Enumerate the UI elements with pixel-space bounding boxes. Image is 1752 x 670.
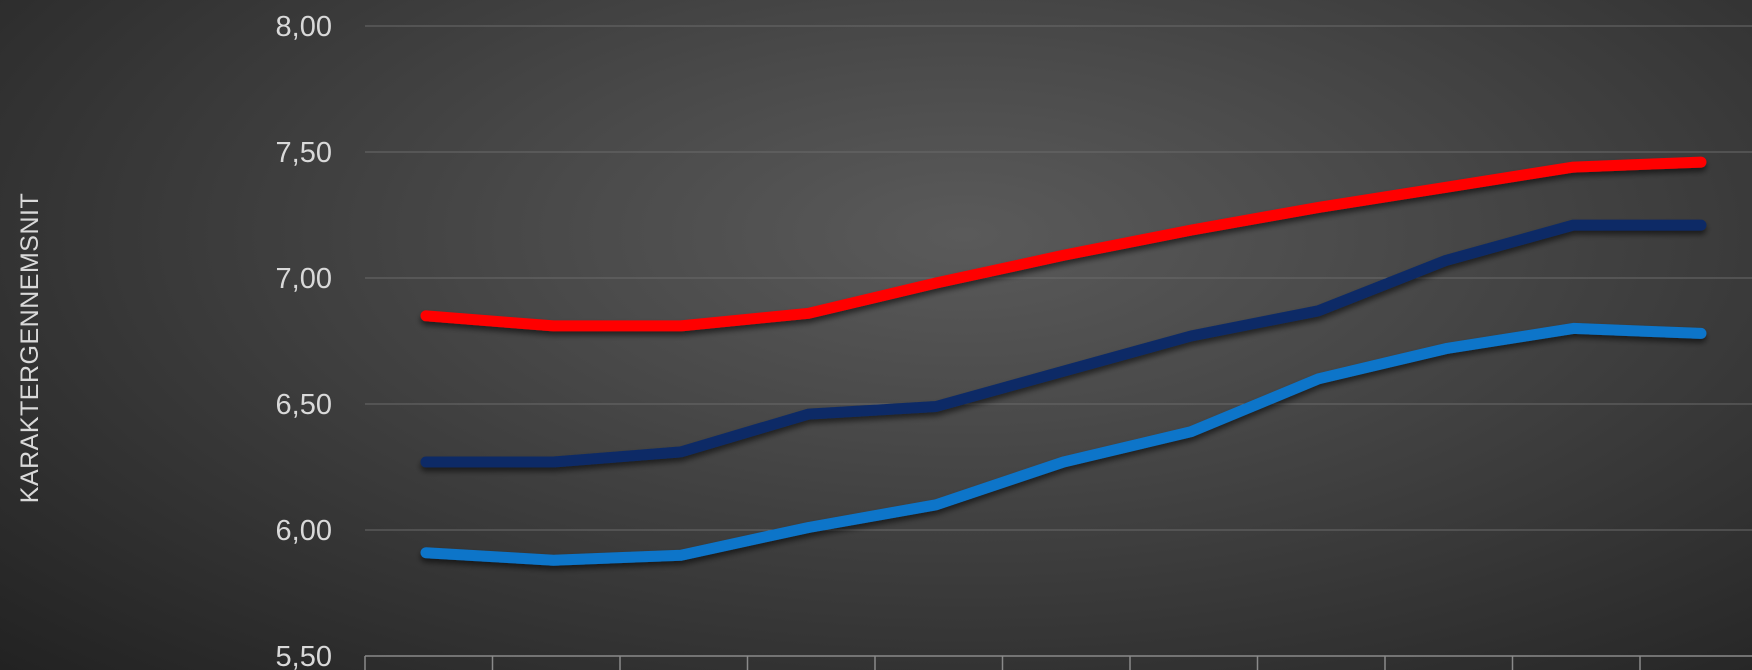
- y-tick-label: 5,50: [276, 641, 332, 670]
- y-tick-label: 7,50: [276, 137, 332, 169]
- series-line-2: [420, 219, 1707, 468]
- gridlines: [365, 25, 1752, 657]
- series-lines: [420, 156, 1707, 566]
- y-tick-label: 8,00: [276, 11, 332, 43]
- y-tick-label: 6,50: [276, 389, 332, 421]
- y-axis-tick-labels: 8,00 7,50 7,00 6,50 6,00 5,50: [276, 11, 332, 670]
- y-axis-title: KARAKTERGENNEMSNIT: [16, 193, 44, 503]
- series-line-1: [420, 156, 1707, 332]
- y-tick-label: 7,00: [276, 263, 332, 295]
- x-axis: [364, 656, 1641, 670]
- y-tick-label: 6,00: [276, 515, 332, 547]
- series-line-3: [420, 322, 1707, 566]
